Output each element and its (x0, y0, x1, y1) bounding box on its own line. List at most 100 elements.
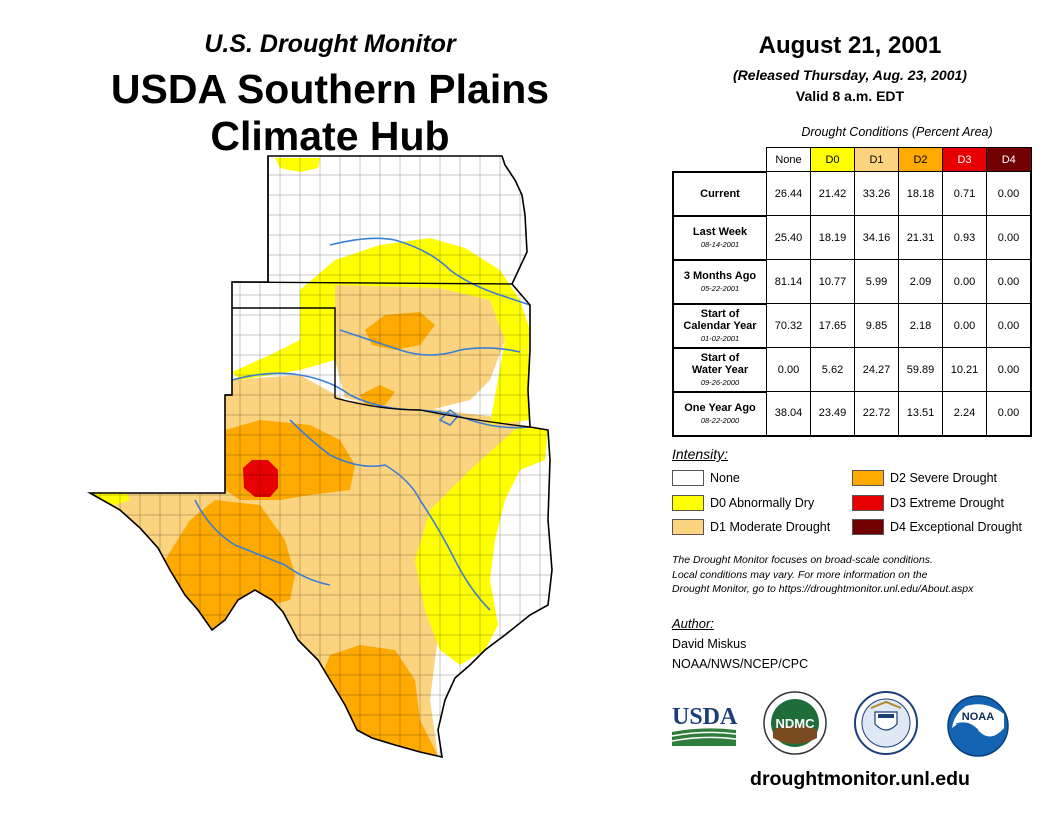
legend-label: D4 Exceptional Drought (890, 520, 1023, 534)
table-cell: 10.77 (810, 259, 855, 304)
row-label-text: Water Year (691, 364, 749, 376)
column-header-d3: D3 (942, 147, 987, 172)
legend-label: None (710, 471, 740, 485)
website-url[interactable]: droughtmonitor.unl.edu (750, 768, 970, 790)
table-row: Last Week 08-14-2001 25.40 18.19 34.16 21.31 0… (672, 214, 1032, 260)
row-label-text: Calendar Year (683, 320, 757, 332)
conditions-table: None D0 D1 D2 D3 D4 Current 26.44 21.42 33.26 18.… (672, 147, 1032, 437)
legend-label: D3 Extreme Drought (890, 496, 1004, 510)
legend-item: D4 Exceptional Drought (852, 519, 1022, 535)
legend-swatch (672, 470, 704, 486)
row-date: 08-22-2000 (700, 416, 740, 425)
table-cell: 2.18 (898, 303, 943, 348)
d3-extreme-area (243, 460, 278, 497)
row-label-text: One Year Ago (684, 402, 756, 414)
legend-label: D1 Moderate Drought (710, 520, 831, 534)
d0-texas-east (415, 425, 548, 665)
state-borders (86, 155, 553, 759)
map-title: USDA Southern Plains Climate Hub (80, 66, 580, 160)
table-cell: 0.00 (766, 347, 811, 392)
table-cell: 70.32 (766, 303, 811, 348)
author-heading: Author: (672, 616, 714, 631)
table-cell: 24.27 (854, 347, 899, 392)
table-cell: 13.51 (898, 391, 943, 437)
legend-swatch (672, 495, 704, 511)
rivers (194, 237, 531, 611)
row-label: Current (672, 170, 767, 216)
legend-item: None (672, 470, 740, 486)
legend-item: D1 Moderate Drought (672, 519, 830, 535)
legend-item: D2 Severe Drought (852, 470, 997, 486)
table-cell: 25.40 (766, 215, 811, 260)
table-cell: 33.26 (854, 171, 899, 216)
author-name: David Miskus (672, 637, 747, 651)
table-row: One Year Ago 08-22-2000 38.04 23.49 22.72 13.… (672, 390, 1032, 437)
column-header-d2: D2 (898, 147, 943, 172)
row-date: 09-26-2000 (700, 378, 740, 387)
legend-item: D3 Extreme Drought (852, 495, 1004, 511)
table-cell: 21.42 (810, 171, 855, 216)
table-cell: 0.00 (986, 215, 1032, 260)
column-header-d0: D0 (810, 147, 855, 172)
row-label-text: Start of (700, 308, 740, 320)
ndmc-logo-text: NDMC (776, 716, 816, 731)
table-cell: 18.19 (810, 215, 855, 260)
table-cell: 26.44 (766, 171, 811, 216)
table-header-row: None D0 D1 D2 D3 D4 (673, 147, 1032, 172)
row-label: Start of Water Year 09-26-2000 (672, 346, 767, 392)
ndmc-logo: NDMC (763, 691, 827, 755)
table-cell: 0.00 (986, 259, 1032, 304)
legend-swatch (852, 519, 884, 535)
row-label: One Year Ago 08-22-2000 (672, 390, 767, 437)
legend-item: D0 Abnormally Dry (672, 495, 814, 511)
map-date: August 21, 2001 (758, 32, 942, 59)
row-label: Last Week 08-14-2001 (672, 214, 767, 260)
table-cell: 0.00 (986, 347, 1032, 392)
table-cell: 22.72 (854, 391, 899, 437)
table-cell: 59.89 (898, 347, 943, 392)
table-cell: 0.00 (986, 171, 1032, 216)
table-cell: 0.71 (942, 171, 987, 216)
row-label-text: Start of (700, 352, 740, 364)
commerce-seal-logo (854, 691, 918, 755)
column-header-d4: D4 (986, 147, 1032, 172)
table-cell: 38.04 (766, 391, 811, 437)
table-cell: 23.49 (810, 391, 855, 437)
row-date: 08-14-2001 (700, 240, 740, 249)
table-cell: 9.85 (854, 303, 899, 348)
table-cell: 10.21 (942, 347, 987, 392)
table-cell: 5.99 (854, 259, 899, 304)
legend-swatch (852, 495, 884, 511)
release-date: (Released Thursday, Aug. 23, 2001) (733, 67, 967, 83)
note-line-3: Drought Monitor, go to https://droughtmo… (672, 583, 974, 595)
table-row: Current 26.44 21.42 33.26 18.18 0.71 0.00 (672, 170, 1032, 216)
d0-kansas-patch (275, 158, 320, 172)
valid-time: Valid 8 a.m. EDT (795, 88, 905, 104)
table-row: Start of Water Year 09-26-2000 0.00 5.62 24.2… (672, 346, 1032, 392)
legend-swatch (852, 470, 884, 486)
legend-swatch (672, 519, 704, 535)
row-label-text: 3 Months Ago (683, 270, 757, 282)
row-date: 01-02-2001 (700, 334, 740, 343)
table-row: Start of Calendar Year 01-02-2001 70.32 17.6… (672, 302, 1032, 348)
author-org: NOAA/NWS/NCEP/CPC (672, 657, 809, 671)
table-cell: 0.00 (942, 303, 987, 348)
legend-title: Intensity: (672, 446, 729, 462)
table-cell: 18.18 (898, 171, 943, 216)
interstate-borders (225, 156, 531, 428)
row-date: 05-22-2001 (700, 284, 740, 293)
column-header-d1: D1 (854, 147, 899, 172)
map-subtitle: U.S. Drought Monitor (204, 30, 456, 58)
legend-label: D0 Abnormally Dry (710, 496, 815, 510)
usda-logo-text: USDA (672, 704, 738, 730)
row-label-text: Current (700, 187, 740, 200)
d0-abnormally-dry-band (232, 238, 532, 425)
table-cell: 17.65 (810, 303, 855, 348)
table-cell: 0.00 (986, 303, 1032, 348)
row-label-text: Last Week (692, 226, 748, 238)
table-cell: 0.93 (942, 215, 987, 260)
table-cell: 5.62 (810, 347, 855, 392)
usda-logo: USDA (671, 704, 738, 746)
map-title-line2: Climate Hub (210, 113, 450, 159)
table-cell: 81.14 (766, 259, 811, 304)
